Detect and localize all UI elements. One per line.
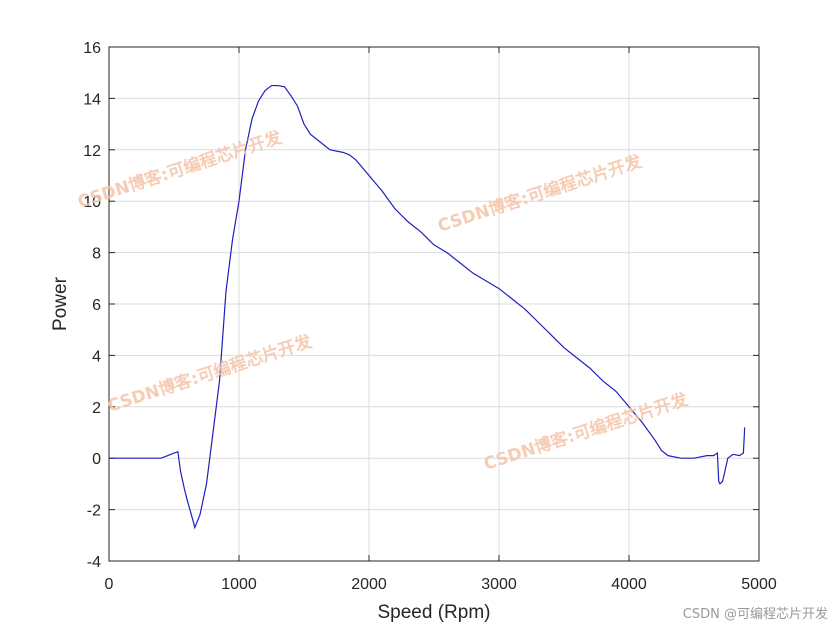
y-tick-label: 12 xyxy=(83,143,101,160)
x-tick-label: 1000 xyxy=(221,576,257,593)
y-tick-label: 14 xyxy=(83,91,101,108)
axis-ticks xyxy=(108,46,760,562)
y-axis-label: Power xyxy=(50,276,71,331)
y-tick-label: 16 xyxy=(83,40,101,57)
x-axis-label: Speed (Rpm) xyxy=(378,602,491,623)
y-tick-label: -4 xyxy=(87,554,101,571)
y-tick-label: 8 xyxy=(92,246,101,263)
y-tick-label: 0 xyxy=(92,451,101,468)
y-tick-label: 10 xyxy=(83,194,101,211)
y-tick-label: -2 xyxy=(87,503,101,520)
y-tick-label: 6 xyxy=(92,297,101,314)
x-tick-labels: 0 1000 2000 3000 4000 5000 xyxy=(105,576,777,593)
y-tick-label: 2 xyxy=(92,400,101,417)
x-tick-label: 0 xyxy=(105,576,114,593)
x-tick-label: 5000 xyxy=(741,576,777,593)
x-tick-label: 2000 xyxy=(351,576,387,593)
x-tick-label: 4000 xyxy=(611,576,647,593)
y-tick-labels: -4 -2 0 2 4 6 8 10 12 14 16 xyxy=(83,40,101,571)
series-line xyxy=(109,84,746,530)
footer-watermark: CSDN @可编程芯片开发 xyxy=(682,607,828,622)
x-tick-label: 3000 xyxy=(481,576,517,593)
y-tick-label: 4 xyxy=(92,348,101,365)
